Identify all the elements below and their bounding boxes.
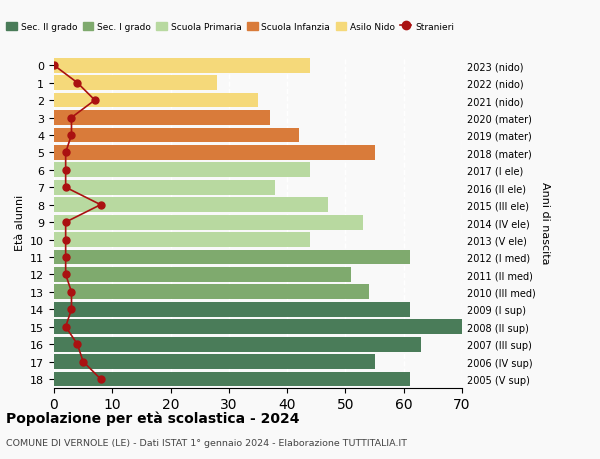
Bar [54, 302, 410, 317]
Bar [54, 354, 374, 369]
Bar [54, 94, 258, 108]
Bar [54, 215, 363, 230]
Bar [54, 319, 462, 334]
Bar [54, 111, 269, 126]
Bar [54, 180, 275, 195]
Bar [54, 337, 421, 352]
Bar [54, 233, 310, 247]
Bar [54, 163, 310, 178]
Text: COMUNE DI VERNOLE (LE) - Dati ISTAT 1° gennaio 2024 - Elaborazione TUTTITALIA.IT: COMUNE DI VERNOLE (LE) - Dati ISTAT 1° g… [6, 438, 407, 448]
Bar [54, 59, 310, 73]
Bar [54, 146, 374, 161]
Bar [54, 198, 328, 213]
Bar [54, 285, 369, 300]
Y-axis label: Anni di nascita: Anni di nascita [539, 181, 550, 264]
Bar [54, 250, 410, 265]
Bar [54, 76, 217, 91]
Bar [54, 372, 410, 386]
Legend: Sec. II grado, Sec. I grado, Scuola Primaria, Scuola Infanzia, Asilo Nido, Stran: Sec. II grado, Sec. I grado, Scuola Prim… [2, 19, 457, 35]
Text: Popolazione per età scolastica - 2024: Popolazione per età scolastica - 2024 [6, 411, 299, 425]
Y-axis label: Età alunni: Età alunni [14, 195, 25, 251]
Bar [54, 128, 299, 143]
Bar [54, 268, 351, 282]
